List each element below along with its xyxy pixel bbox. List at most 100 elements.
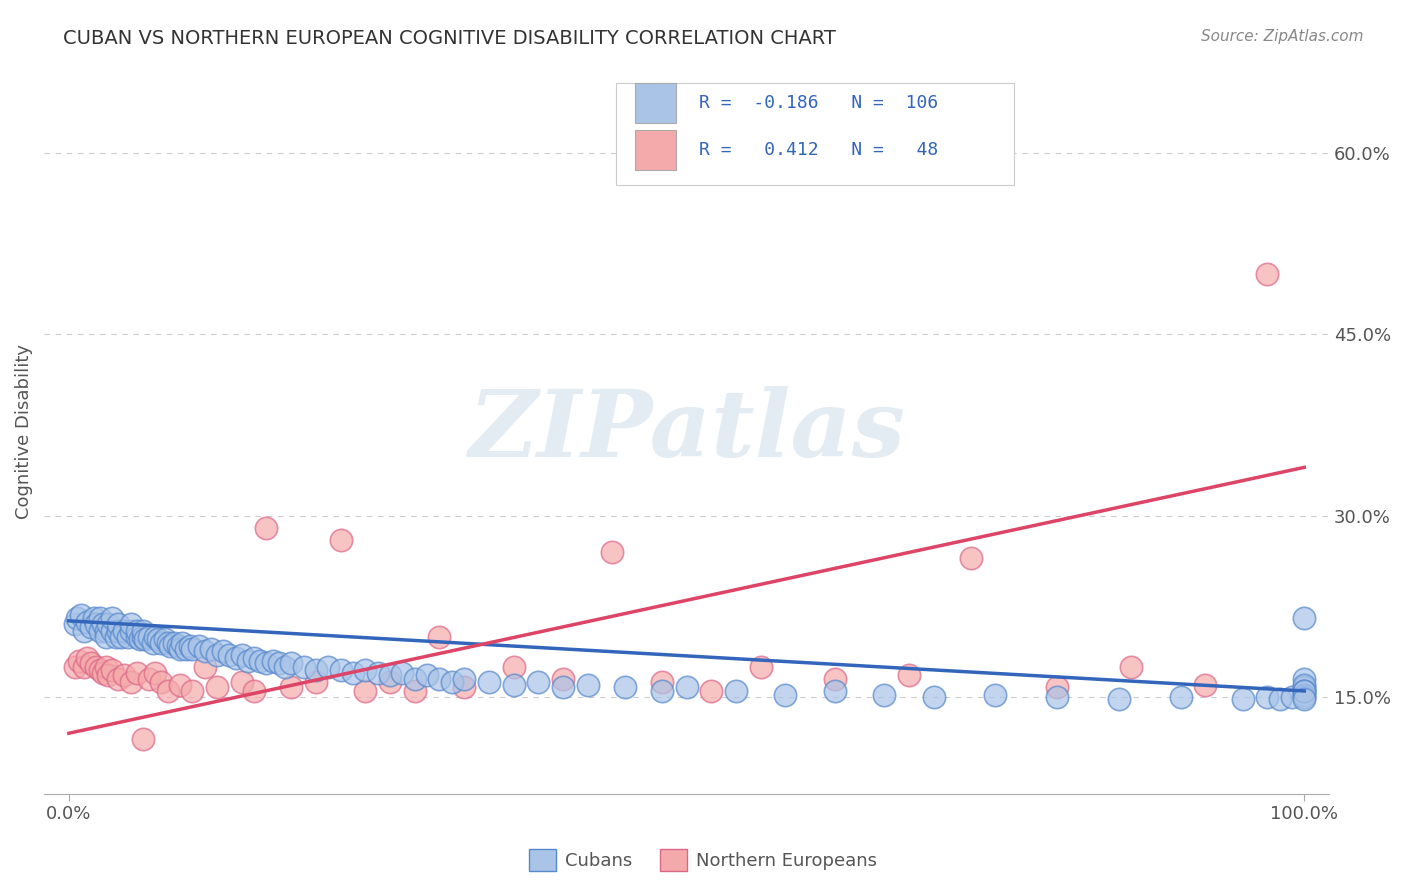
Point	[429, 672, 451, 686]
Point	[1294, 684, 1316, 698]
Point	[316, 660, 339, 674]
Point	[112, 668, 135, 682]
Point	[143, 665, 166, 680]
Point	[94, 630, 117, 644]
Point	[179, 639, 201, 653]
Point	[80, 620, 103, 634]
Point	[101, 664, 124, 678]
Point	[478, 675, 501, 690]
Point	[212, 644, 235, 658]
Point	[404, 672, 426, 686]
Point	[169, 641, 191, 656]
Point	[1294, 684, 1316, 698]
Point	[1232, 692, 1254, 706]
Text: Source: ZipAtlas.com: Source: ZipAtlas.com	[1201, 29, 1364, 44]
Point	[200, 641, 222, 656]
Point	[274, 660, 297, 674]
Point	[984, 688, 1007, 702]
Point	[1294, 692, 1316, 706]
Point	[262, 654, 284, 668]
Point	[1294, 611, 1316, 625]
Point	[76, 651, 98, 665]
Point	[724, 684, 747, 698]
Point	[107, 672, 129, 686]
Point	[218, 648, 240, 662]
Point	[125, 624, 148, 638]
Point	[181, 684, 204, 698]
Point	[101, 611, 124, 625]
Point	[72, 660, 94, 674]
Point	[76, 615, 98, 629]
Point	[651, 684, 673, 698]
Point	[305, 664, 328, 678]
Point	[873, 688, 896, 702]
Point	[80, 656, 103, 670]
Point	[527, 675, 550, 690]
Point	[110, 630, 132, 644]
Point	[72, 624, 94, 638]
Point	[378, 668, 401, 682]
Point	[342, 665, 364, 680]
Point	[107, 624, 129, 638]
Point	[700, 684, 723, 698]
Point	[132, 732, 155, 747]
Point	[329, 664, 352, 678]
Point	[66, 611, 89, 625]
Point	[125, 665, 148, 680]
Point	[205, 648, 228, 662]
Point	[236, 654, 259, 668]
Point	[125, 630, 148, 644]
Point	[120, 675, 142, 690]
Point	[1294, 684, 1316, 698]
Point	[256, 521, 278, 535]
Point	[89, 664, 111, 678]
Point	[89, 611, 111, 625]
Point	[453, 672, 475, 686]
Point	[1294, 688, 1316, 702]
Point	[1108, 692, 1130, 706]
Point	[1194, 678, 1216, 692]
Point	[354, 684, 377, 698]
Point	[429, 630, 451, 644]
Point	[89, 624, 111, 638]
Point	[112, 624, 135, 638]
Point	[83, 611, 105, 625]
Point	[243, 651, 266, 665]
Text: CUBAN VS NORTHERN EUROPEAN COGNITIVE DISABILITY CORRELATION CHART: CUBAN VS NORTHERN EUROPEAN COGNITIVE DIS…	[63, 29, 837, 47]
Point	[243, 684, 266, 698]
Point	[391, 665, 413, 680]
Point	[159, 639, 181, 653]
Point	[67, 654, 90, 668]
Point	[305, 675, 328, 690]
Point	[84, 660, 107, 674]
Point	[378, 675, 401, 690]
Point	[156, 635, 179, 649]
Point	[416, 668, 439, 682]
Point	[143, 630, 166, 644]
Point	[94, 624, 117, 638]
Point	[70, 607, 93, 622]
Point	[749, 660, 772, 674]
Point	[502, 660, 524, 674]
FancyBboxPatch shape	[636, 83, 676, 123]
Point	[146, 632, 169, 646]
Text: R =   0.412   N =   48: R = 0.412 N = 48	[699, 142, 939, 160]
Point	[138, 672, 160, 686]
Point	[576, 678, 599, 692]
Point	[651, 675, 673, 690]
Point	[150, 635, 173, 649]
Point	[117, 630, 139, 644]
Point	[440, 675, 463, 690]
Point	[602, 545, 624, 559]
Point	[249, 654, 271, 668]
Point	[107, 617, 129, 632]
Point	[225, 651, 247, 665]
Point	[120, 624, 142, 638]
Point	[93, 665, 115, 680]
Point	[1294, 681, 1316, 695]
Point	[824, 672, 846, 686]
Point	[1046, 690, 1069, 704]
Point	[404, 684, 426, 698]
Point	[166, 639, 188, 653]
Point	[280, 656, 302, 670]
